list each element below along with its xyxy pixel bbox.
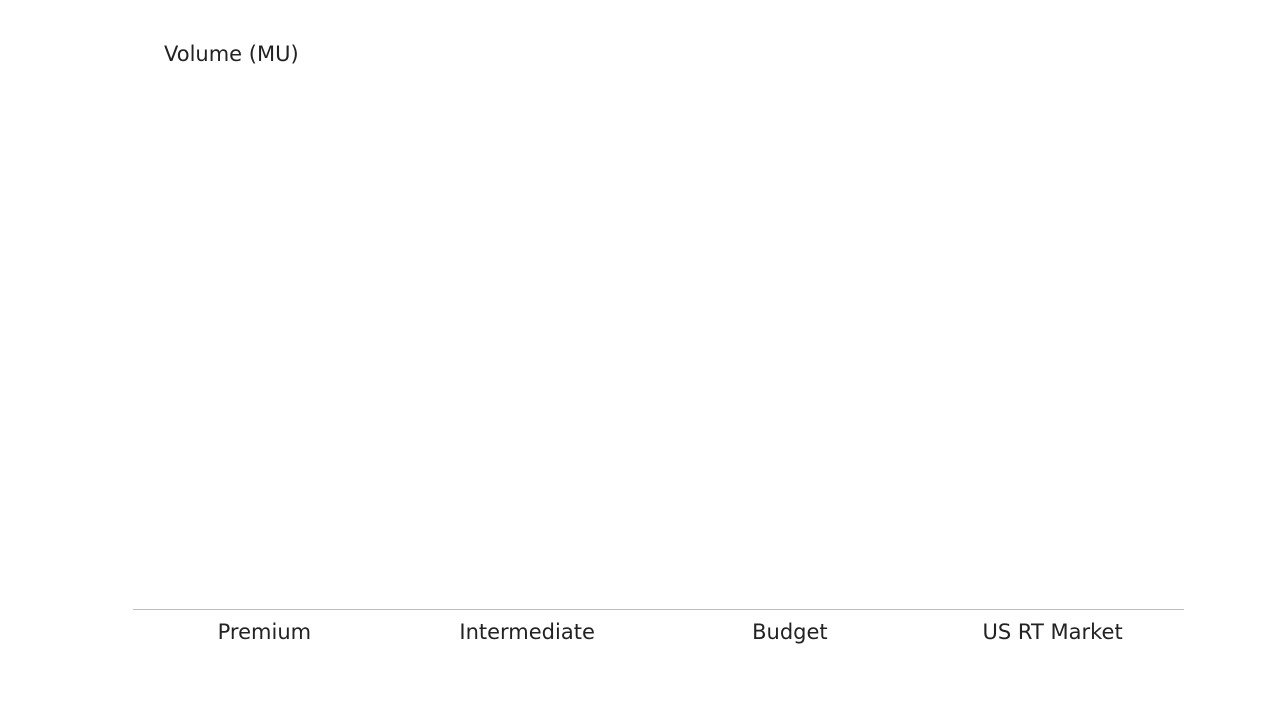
x-tick-label: Budget — [752, 620, 828, 644]
x-tick-label: Intermediate — [459, 620, 595, 644]
x-tick-label: Premium — [218, 620, 311, 644]
x-tick-label: US RT Market — [983, 620, 1123, 644]
y-axis-label: Volume (MU) — [164, 42, 299, 66]
